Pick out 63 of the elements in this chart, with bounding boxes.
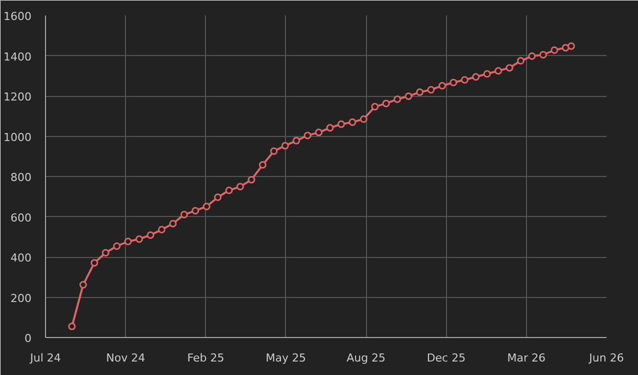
point bbox=[539, 51, 547, 58]
x-tick-label: Mar 26 bbox=[507, 352, 546, 364]
point bbox=[483, 70, 491, 78]
point bbox=[180, 210, 188, 218]
point bbox=[360, 115, 368, 123]
point bbox=[371, 102, 379, 110]
point bbox=[348, 118, 356, 126]
point bbox=[225, 186, 233, 194]
point bbox=[79, 281, 87, 289]
x-tick-label: Jul 24 bbox=[29, 352, 61, 364]
point bbox=[304, 132, 312, 140]
y-tick-label: 800 bbox=[10, 171, 32, 184]
point bbox=[438, 82, 446, 90]
x-tick-label: May 25 bbox=[266, 352, 306, 364]
point bbox=[326, 124, 334, 132]
point bbox=[124, 238, 132, 246]
y-tick-label: 200 bbox=[10, 292, 32, 305]
y-tick-label: 0 bbox=[24, 332, 32, 345]
point bbox=[214, 193, 222, 201]
x-tick-label: Dec 25 bbox=[426, 352, 466, 364]
point bbox=[113, 242, 121, 250]
point bbox=[528, 52, 536, 60]
point bbox=[292, 136, 300, 144]
point bbox=[281, 142, 289, 150]
point bbox=[472, 73, 480, 81]
point bbox=[460, 76, 468, 84]
point bbox=[236, 182, 244, 190]
x-tick-label: Aug 25 bbox=[346, 352, 386, 364]
point bbox=[270, 147, 278, 155]
x-tick-label: Feb 25 bbox=[187, 352, 224, 364]
point bbox=[136, 235, 144, 243]
point bbox=[146, 231, 154, 239]
point bbox=[202, 202, 210, 210]
point bbox=[516, 57, 524, 65]
x-tick-label: Nov 24 bbox=[106, 352, 146, 364]
point bbox=[404, 92, 412, 100]
point bbox=[258, 161, 266, 169]
x-tick-label: Jun 26 bbox=[588, 352, 624, 364]
point bbox=[382, 100, 390, 108]
point bbox=[562, 44, 570, 52]
point bbox=[394, 95, 402, 103]
point bbox=[506, 64, 514, 72]
y-tick-label: 1600 bbox=[4, 10, 32, 23]
point bbox=[315, 128, 323, 136]
point bbox=[337, 120, 345, 128]
point bbox=[158, 226, 166, 234]
y-tick-label: 1400 bbox=[4, 50, 32, 64]
point bbox=[494, 67, 502, 75]
point bbox=[427, 86, 435, 94]
point bbox=[248, 176, 256, 184]
point bbox=[169, 220, 177, 228]
point bbox=[192, 206, 200, 214]
point bbox=[550, 46, 558, 54]
point bbox=[68, 322, 76, 330]
y-tick-label: 400 bbox=[10, 252, 32, 264]
point bbox=[90, 259, 98, 267]
y-tick-label: 1200 bbox=[4, 90, 32, 104]
y-tick-label: 1000 bbox=[4, 130, 32, 144]
point bbox=[567, 42, 575, 50]
point bbox=[416, 88, 424, 96]
y-tick-label: 600 bbox=[10, 211, 32, 224]
point bbox=[450, 78, 458, 86]
point bbox=[102, 249, 110, 257]
